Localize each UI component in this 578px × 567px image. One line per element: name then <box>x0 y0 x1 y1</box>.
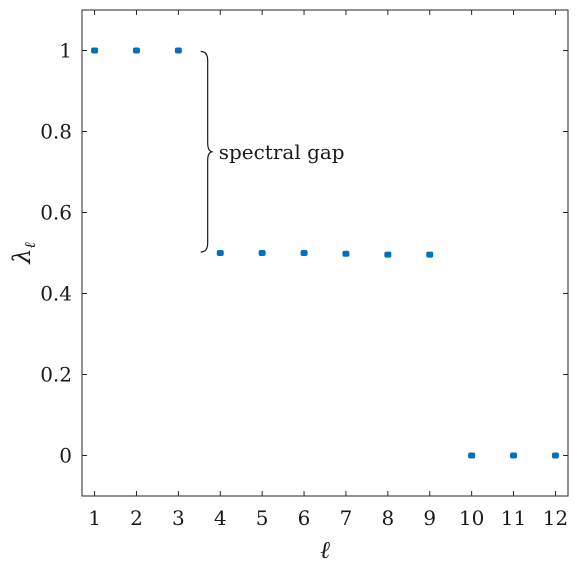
plot-area <box>81 9 569 497</box>
x-tick-label: 12 <box>543 506 568 530</box>
data-point <box>384 251 392 258</box>
y-tick-label: 1 <box>59 39 72 63</box>
data-point <box>258 250 266 256</box>
y-tick-label: 0.4 <box>40 282 72 306</box>
y-tick-label: 0 <box>59 444 72 468</box>
x-tick-label: 4 <box>214 506 227 530</box>
spectral-gap-annotation: spectral gap <box>219 140 345 164</box>
x-tick-label: 3 <box>172 506 185 530</box>
data-point <box>216 250 224 256</box>
data-point <box>342 250 350 257</box>
data-point <box>551 452 559 459</box>
x-tick-label: 5 <box>256 506 269 530</box>
x-tick-label: 2 <box>130 506 143 530</box>
x-tick-label: 11 <box>501 506 526 530</box>
x-tick-label: 7 <box>340 506 353 530</box>
x-axis-label: ℓ <box>320 536 330 564</box>
data-point <box>468 452 476 459</box>
y-tick-label: 0.2 <box>40 363 72 387</box>
data-point <box>426 251 434 258</box>
x-tick-label: 6 <box>298 506 311 530</box>
data-point <box>91 47 99 54</box>
data-point <box>174 47 182 54</box>
x-tick-label: 1 <box>88 506 101 530</box>
x-tick-label: 10 <box>459 506 484 530</box>
data-point <box>132 47 140 54</box>
x-ticks: 1 2 3 4 5 6 7 8 9 10 11 12 <box>88 10 568 530</box>
data-point <box>510 452 518 459</box>
y-tick-label: 0.8 <box>40 120 72 144</box>
data-points <box>91 47 559 459</box>
y-ticks: 0 0.2 0.4 0.6 0.8 1 <box>40 39 568 468</box>
y-tick-label: 0.6 <box>40 201 72 225</box>
x-tick-label: 9 <box>423 506 436 530</box>
x-tick-label: 8 <box>381 506 394 530</box>
data-point <box>300 250 308 256</box>
y-axis-label: λℓ <box>8 242 39 264</box>
